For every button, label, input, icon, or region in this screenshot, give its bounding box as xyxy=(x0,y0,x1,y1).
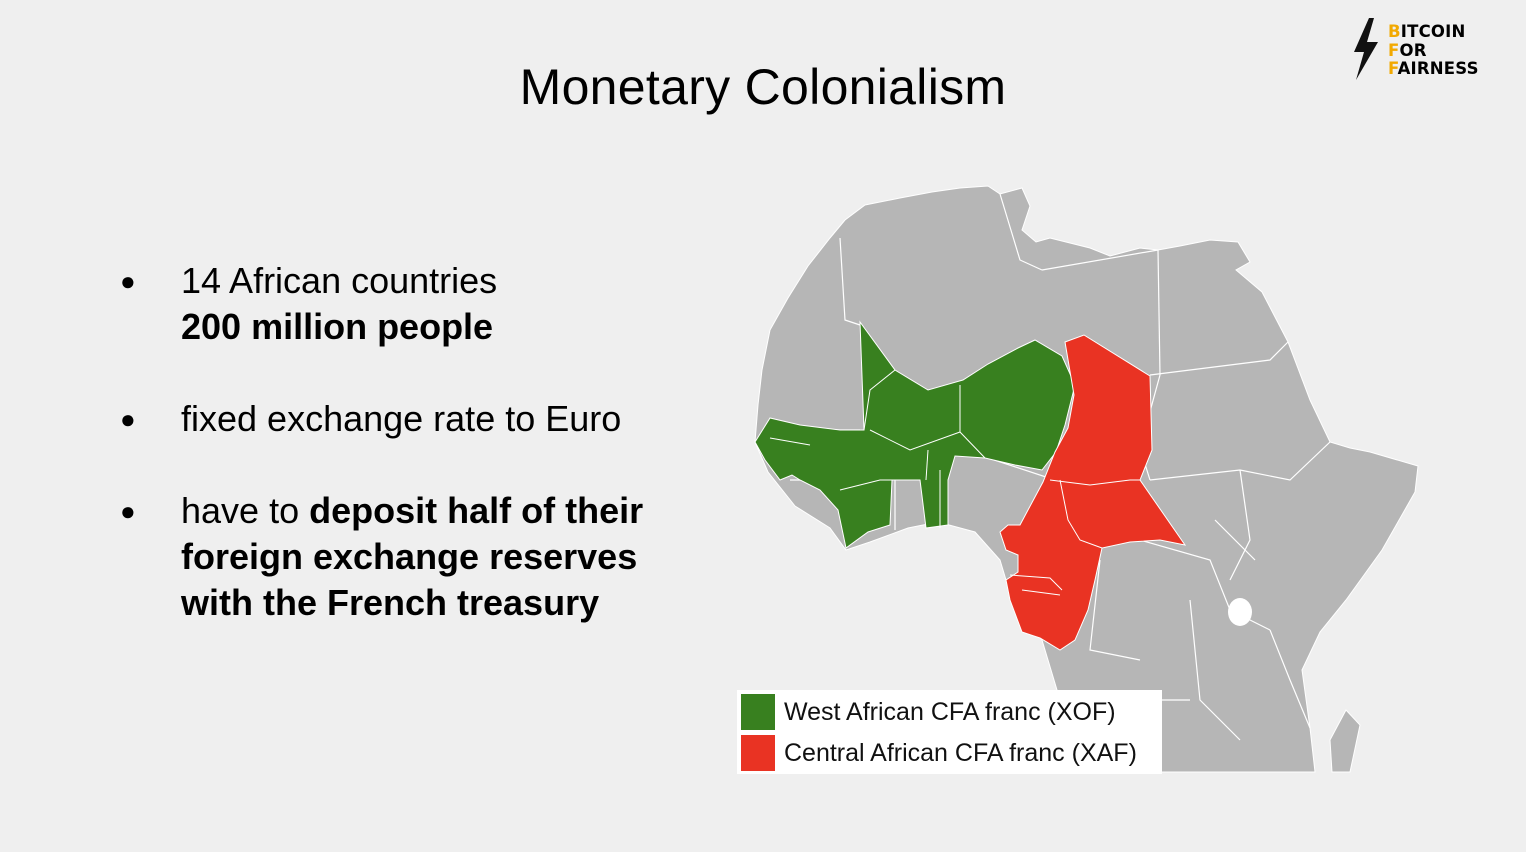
bullet-emphasis: with the French treasury xyxy=(181,582,600,623)
bullet-dot: ● xyxy=(120,404,136,434)
bullet-text: 14 African countries xyxy=(181,260,498,301)
legend-swatch-xof xyxy=(741,694,775,730)
madagascar xyxy=(1329,709,1361,773)
slide-title: Monetary Colonialism xyxy=(519,59,1007,115)
xof-region xyxy=(754,320,1076,549)
bullet-text: have to xyxy=(181,490,310,531)
bullet-emphasis: 200 million people xyxy=(181,306,494,347)
lake-victoria xyxy=(1228,598,1252,626)
logo-line-3: FAIRNESS xyxy=(1388,59,1479,78)
legend-label-xof: West African CFA franc (XOF) xyxy=(784,697,1116,726)
xaf-borders xyxy=(1009,479,1140,596)
lightning-bolt-icon xyxy=(1354,18,1378,80)
bullet-exchange-rate: ● fixed exchange rate to Euro xyxy=(120,396,720,442)
africa-map xyxy=(670,180,1430,780)
bullet-emphasis: foreign exchange reserves xyxy=(181,536,638,577)
logo-line-2: FOR xyxy=(1388,40,1427,60)
xaf-region xyxy=(999,334,1187,651)
map-legend: West African CFA franc (XOF) Central Afr… xyxy=(737,690,1162,774)
legend-item-xaf: Central African CFA franc (XAF) xyxy=(741,735,1137,771)
bullet-dot: ● xyxy=(120,496,136,526)
bullet-emphasis: deposit half of their xyxy=(309,490,644,531)
bullet-reserves: ● have to deposit half of their foreign … xyxy=(120,488,720,626)
legend-item-xof: West African CFA franc (XOF) xyxy=(741,694,1116,730)
africa-map-svg xyxy=(754,185,1419,773)
bullet-list: ● 14 African countries 200 million peopl… xyxy=(120,258,720,672)
xof-borders xyxy=(769,369,986,528)
bitcoin-for-fairness-logo: BITCOIN FOR FAIRNESS xyxy=(1352,18,1512,84)
bullet-countries: ● 14 African countries 200 million peopl… xyxy=(120,258,720,350)
bullet-text: fixed exchange rate to Euro xyxy=(181,398,622,439)
bullet-dot: ● xyxy=(120,266,136,296)
logo-wordmark: BITCOIN FOR FAIRNESS xyxy=(1388,22,1479,79)
legend-label-xaf: Central African CFA franc (XAF) xyxy=(784,738,1137,767)
legend-swatch-xaf xyxy=(741,735,775,771)
logo-line-1: BITCOIN xyxy=(1388,22,1466,41)
